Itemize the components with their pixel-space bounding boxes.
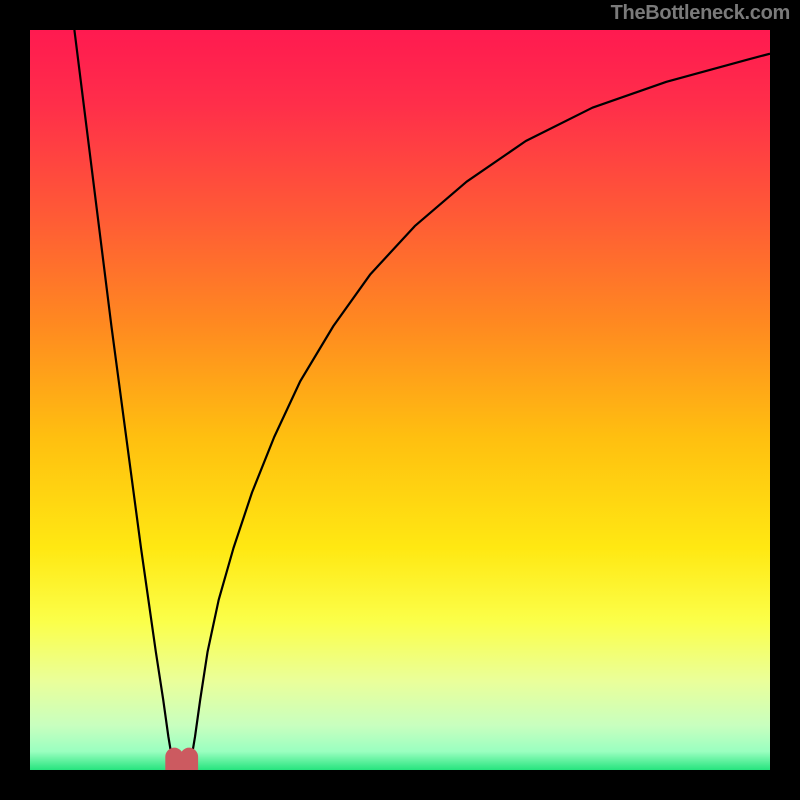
optimal-marker [174, 757, 189, 770]
bottleneck-chart-svg [30, 30, 770, 770]
gradient-background [30, 30, 770, 770]
chart-container: TheBottleneck.com [0, 0, 800, 800]
plot-area [30, 30, 770, 770]
watermark-text: TheBottleneck.com [611, 2, 790, 25]
